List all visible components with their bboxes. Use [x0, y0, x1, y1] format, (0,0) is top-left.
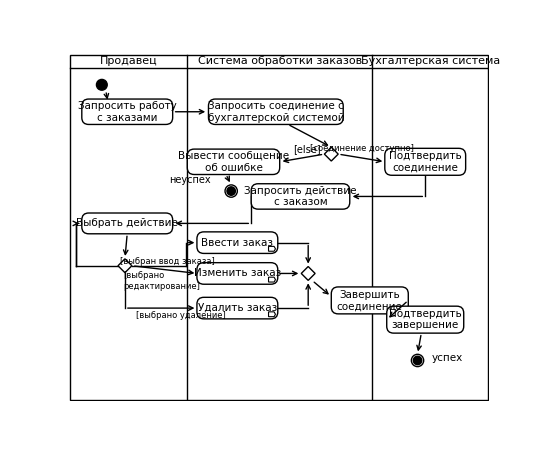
FancyBboxPatch shape — [251, 184, 350, 209]
Text: Запросить работу
с заказами: Запросить работу с заказами — [78, 101, 177, 122]
Text: Подтвердить
завершение: Подтвердить завершение — [389, 309, 462, 330]
Text: Вывести сообщение
об ошибке: Вывести сообщение об ошибке — [178, 151, 289, 173]
Text: [else]: [else] — [293, 144, 320, 154]
FancyBboxPatch shape — [331, 287, 408, 314]
Polygon shape — [269, 277, 275, 282]
FancyBboxPatch shape — [209, 99, 343, 125]
FancyBboxPatch shape — [197, 263, 278, 284]
Text: [соединение доступно]: [соединение доступно] — [310, 144, 414, 153]
FancyBboxPatch shape — [82, 213, 173, 234]
Text: [выбрано удаление]: [выбрано удаление] — [136, 311, 226, 320]
Text: Завершить
соединение: Завершить соединение — [337, 290, 403, 311]
Circle shape — [96, 79, 107, 90]
FancyBboxPatch shape — [387, 306, 464, 333]
Text: Запросить действие
с заказом: Запросить действие с заказом — [244, 186, 357, 207]
FancyBboxPatch shape — [197, 232, 278, 253]
Circle shape — [227, 187, 235, 195]
Text: неуспех: неуспех — [169, 175, 210, 184]
Text: Продавец: Продавец — [100, 56, 158, 66]
Text: Изменить заказ: Изменить заказ — [193, 269, 281, 279]
Polygon shape — [324, 147, 338, 161]
Circle shape — [411, 354, 423, 367]
Text: Бухгалтерская система: Бухгалтерская система — [361, 56, 500, 66]
Text: Система обработки заказов: Система обработки заказов — [198, 56, 362, 66]
Text: Удалить заказ: Удалить заказ — [198, 303, 277, 313]
FancyBboxPatch shape — [187, 149, 280, 175]
Polygon shape — [118, 259, 132, 273]
Circle shape — [413, 356, 422, 365]
Text: [выбрано
редактирование]: [выбрано редактирование] — [123, 271, 200, 291]
Text: Запросить соединение с
бухгалтерской системой: Запросить соединение с бухгалтерской сис… — [208, 101, 344, 122]
FancyBboxPatch shape — [82, 99, 173, 125]
Polygon shape — [269, 247, 275, 251]
Circle shape — [225, 185, 238, 197]
FancyBboxPatch shape — [385, 148, 465, 176]
Text: Подтвердить
соединение: Подтвердить соединение — [389, 151, 462, 173]
Polygon shape — [301, 266, 315, 280]
Polygon shape — [269, 312, 275, 317]
FancyBboxPatch shape — [197, 297, 278, 319]
Text: [выбран ввод заказа]: [выбран ввод заказа] — [120, 256, 215, 266]
Text: Выбрать действие: Выбрать действие — [76, 218, 178, 229]
Text: Ввести заказ: Ввести заказ — [201, 238, 274, 248]
Text: успех: успех — [432, 353, 463, 363]
